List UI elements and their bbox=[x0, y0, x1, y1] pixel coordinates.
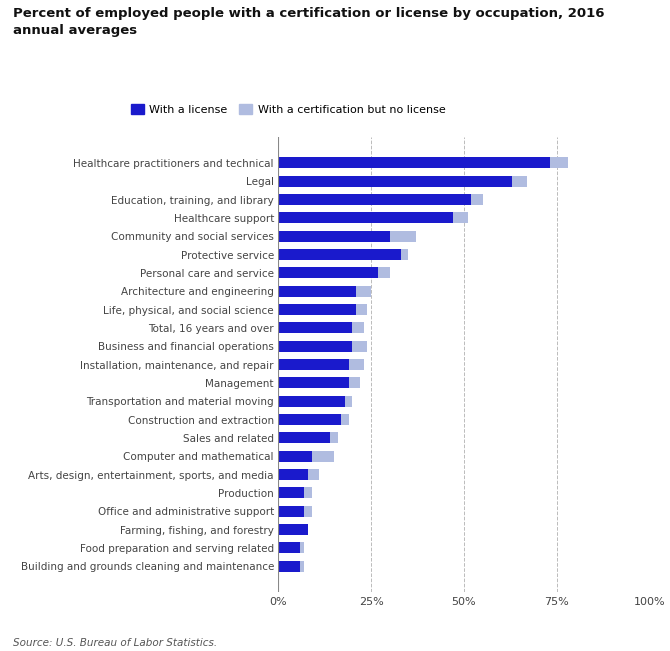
Bar bbox=[278, 158, 549, 169]
Bar bbox=[352, 340, 367, 352]
Bar bbox=[348, 378, 360, 389]
Bar bbox=[330, 432, 338, 443]
Bar bbox=[401, 249, 408, 260]
Bar bbox=[278, 506, 304, 517]
Bar bbox=[308, 469, 319, 480]
Bar bbox=[304, 488, 312, 499]
Text: Source: U.S. Bureau of Labor Statistics.: Source: U.S. Bureau of Labor Statistics. bbox=[13, 638, 218, 648]
Legend: With a license, With a certification but no license: With a license, With a certification but… bbox=[126, 100, 450, 119]
Bar bbox=[278, 378, 348, 389]
Bar bbox=[549, 158, 568, 169]
Bar bbox=[278, 176, 513, 187]
Bar bbox=[352, 322, 364, 333]
Bar bbox=[345, 396, 352, 407]
Bar bbox=[300, 561, 304, 572]
Bar bbox=[356, 304, 367, 315]
Bar bbox=[278, 359, 348, 370]
Bar bbox=[300, 542, 304, 553]
Bar bbox=[304, 506, 312, 517]
Bar bbox=[348, 359, 364, 370]
Bar bbox=[278, 322, 352, 333]
Bar bbox=[356, 286, 371, 297]
Bar bbox=[278, 488, 304, 499]
Bar bbox=[453, 212, 468, 223]
Bar bbox=[278, 561, 300, 572]
Bar bbox=[278, 450, 312, 462]
Bar bbox=[278, 524, 308, 535]
Bar bbox=[278, 414, 341, 425]
Bar bbox=[278, 542, 300, 553]
Bar bbox=[278, 194, 472, 205]
Bar bbox=[312, 450, 334, 462]
Bar bbox=[341, 414, 348, 425]
Bar bbox=[278, 249, 401, 260]
Bar bbox=[513, 176, 527, 187]
Bar bbox=[278, 340, 352, 352]
Bar bbox=[472, 194, 482, 205]
Bar bbox=[390, 230, 415, 242]
Bar bbox=[278, 212, 453, 223]
Text: Percent of employed people with a certification or license by occupation, 2016
a: Percent of employed people with a certif… bbox=[13, 7, 605, 36]
Bar bbox=[278, 268, 379, 279]
Bar bbox=[278, 469, 308, 480]
Bar bbox=[278, 396, 345, 407]
Bar bbox=[379, 268, 390, 279]
Bar bbox=[278, 230, 390, 242]
Bar bbox=[278, 286, 356, 297]
Bar bbox=[278, 304, 356, 315]
Bar bbox=[278, 432, 330, 443]
